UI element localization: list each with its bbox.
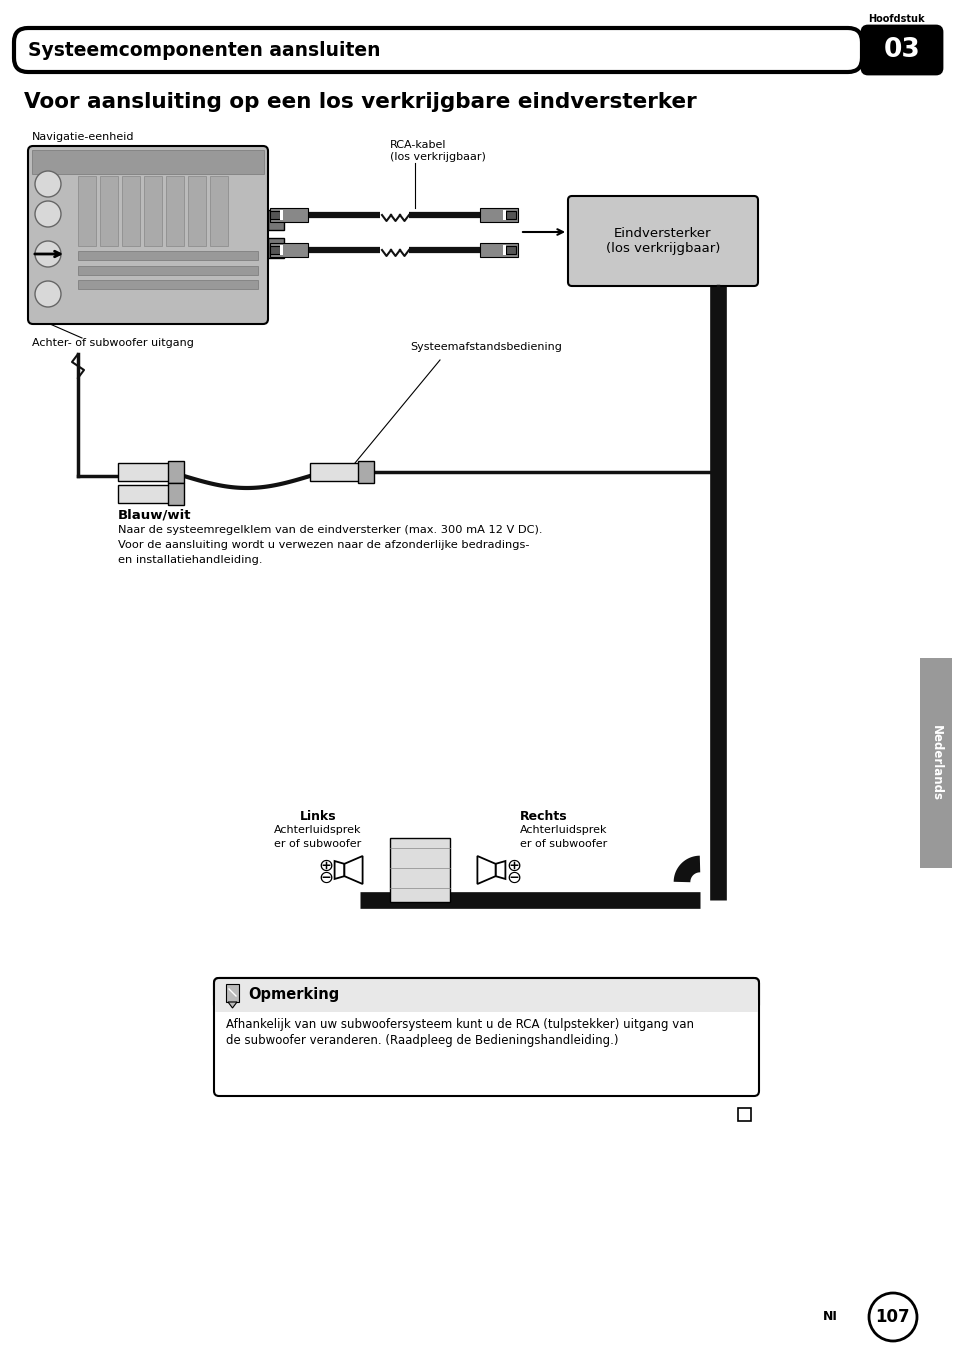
Bar (32, 150, 264, 174)
Bar (479, 208, 517, 222)
Text: Naar de systeemregelklem van de eindversterker (max. 300 mA 12 V DC).: Naar de systeemregelklem van de eindvers… (118, 525, 542, 535)
Text: Achterluidsprek: Achterluidsprek (274, 825, 361, 836)
Text: de subwoofer veranderen. (Raadpleeg de Bedieningshandleiding.): de subwoofer veranderen. (Raadpleeg de B… (226, 1034, 618, 1046)
Text: Hoofdstuk: Hoofdstuk (867, 14, 923, 24)
Bar (168, 461, 184, 483)
FancyBboxPatch shape (213, 977, 759, 1010)
Text: 107: 107 (875, 1307, 909, 1326)
Text: Opmerking: Opmerking (248, 987, 339, 1002)
Text: ⊕: ⊕ (318, 857, 334, 875)
Polygon shape (228, 1002, 236, 1009)
Bar (144, 176, 162, 246)
Text: Achter- of subwoofer uitgang: Achter- of subwoofer uitgang (32, 338, 193, 347)
Circle shape (35, 170, 61, 197)
Text: Nederlands: Nederlands (928, 725, 942, 800)
Circle shape (35, 241, 61, 266)
FancyBboxPatch shape (862, 26, 941, 74)
Text: Rechts: Rechts (519, 810, 567, 823)
Text: er of subwoofer: er of subwoofer (519, 840, 607, 849)
Text: Links: Links (299, 810, 336, 823)
Polygon shape (344, 856, 362, 884)
Text: RCA-kabel
(los verkrijgbaar): RCA-kabel (los verkrijgbaar) (390, 141, 485, 162)
FancyBboxPatch shape (28, 146, 268, 324)
Bar (505, 211, 516, 219)
Bar (390, 838, 450, 902)
Text: Blauw/wit: Blauw/wit (118, 508, 192, 521)
Bar (210, 176, 228, 246)
Polygon shape (476, 856, 495, 884)
Circle shape (35, 281, 61, 307)
Bar (214, 1000, 758, 1013)
FancyBboxPatch shape (14, 28, 862, 72)
Text: ⊖: ⊖ (506, 869, 521, 887)
Bar (270, 208, 308, 222)
Bar (100, 176, 118, 246)
Bar (738, 1109, 750, 1121)
Circle shape (868, 1293, 916, 1341)
Circle shape (35, 201, 61, 227)
Bar (357, 461, 374, 483)
Text: Systeemafstandsbediening: Systeemafstandsbediening (410, 342, 561, 352)
Polygon shape (495, 861, 505, 879)
Bar (78, 176, 96, 246)
Bar (270, 211, 280, 219)
Text: Achterluidsprek: Achterluidsprek (519, 825, 607, 836)
Bar (122, 176, 140, 246)
Bar (166, 176, 184, 246)
Text: Systeemcomponenten aansluiten: Systeemcomponenten aansluiten (28, 41, 380, 59)
Text: Afhankelijk van uw subwoofersysteem kunt u de RCA (tulpstekker) uitgang van: Afhankelijk van uw subwoofersysteem kunt… (226, 1018, 693, 1032)
Bar (226, 984, 239, 1002)
Text: 03: 03 (882, 37, 920, 64)
Polygon shape (335, 861, 344, 879)
Bar (505, 246, 516, 254)
Bar (118, 462, 170, 481)
Bar (479, 243, 517, 257)
Text: Voor aansluiting op een los verkrijgbare eindversterker: Voor aansluiting op een los verkrijgbare… (24, 92, 696, 112)
Bar (310, 462, 359, 481)
Text: Voor de aansluiting wordt u verwezen naar de afzonderlijke bedradings-: Voor de aansluiting wordt u verwezen naa… (118, 539, 529, 550)
Bar (268, 238, 284, 258)
Bar (78, 251, 257, 260)
Text: NI: NI (822, 1310, 837, 1324)
Bar (188, 176, 206, 246)
Bar (919, 658, 951, 868)
Bar (270, 246, 280, 254)
Bar (270, 243, 308, 257)
Text: Navigatie-eenheid: Navigatie-eenheid (32, 132, 134, 142)
FancyBboxPatch shape (567, 196, 758, 287)
Bar (280, 245, 283, 256)
Bar (118, 485, 170, 503)
Bar (280, 210, 283, 220)
Text: er of subwoofer: er of subwoofer (274, 840, 361, 849)
Text: ⊕: ⊕ (506, 857, 521, 875)
Bar (78, 266, 257, 274)
Bar (502, 210, 505, 220)
Bar (502, 245, 505, 256)
Text: en installatiehandleiding.: en installatiehandleiding. (118, 556, 262, 565)
Bar (168, 483, 184, 506)
Text: ⊖: ⊖ (318, 869, 334, 887)
Bar (268, 210, 284, 230)
FancyBboxPatch shape (213, 977, 759, 1096)
Bar (78, 280, 257, 289)
Text: Eindversterker
(los verkrijgbaar): Eindversterker (los verkrijgbaar) (605, 227, 720, 256)
